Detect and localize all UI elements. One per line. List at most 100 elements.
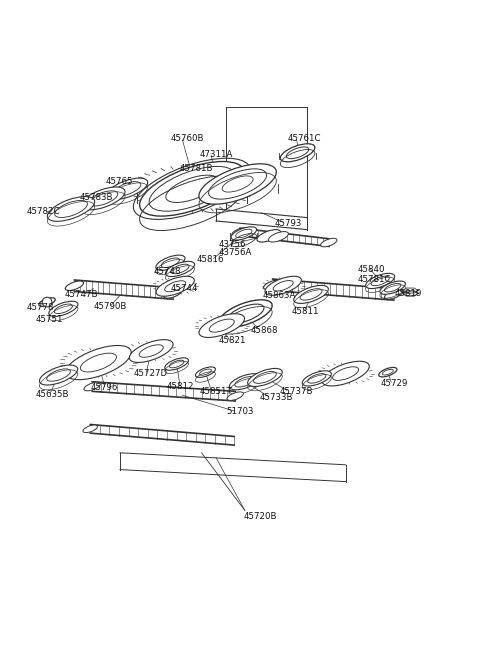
Text: 45751: 45751 (36, 315, 63, 324)
Text: 45737B: 45737B (279, 387, 313, 396)
Text: 45812: 45812 (167, 382, 194, 391)
Text: 45793: 45793 (275, 219, 302, 228)
Text: 45790B: 45790B (94, 302, 127, 311)
Ellipse shape (265, 276, 301, 295)
Ellipse shape (300, 289, 322, 300)
Text: 45816: 45816 (197, 255, 224, 264)
Ellipse shape (371, 276, 389, 286)
Ellipse shape (195, 367, 216, 377)
Text: 45761C: 45761C (288, 134, 322, 143)
Text: 45782C: 45782C (26, 207, 60, 216)
Ellipse shape (333, 367, 359, 380)
Ellipse shape (47, 369, 71, 381)
Text: 45781B: 45781B (180, 164, 214, 173)
Text: 45868: 45868 (251, 326, 278, 335)
Ellipse shape (39, 298, 55, 306)
Ellipse shape (302, 371, 331, 386)
Ellipse shape (156, 276, 194, 297)
Text: 45744: 45744 (170, 284, 198, 293)
Ellipse shape (39, 365, 78, 385)
Ellipse shape (139, 345, 163, 358)
Ellipse shape (219, 300, 272, 327)
Ellipse shape (89, 191, 118, 206)
Text: 45781C: 45781C (358, 275, 391, 283)
Ellipse shape (65, 281, 84, 291)
Ellipse shape (200, 369, 211, 375)
Text: 47311A: 47311A (199, 150, 233, 159)
Ellipse shape (232, 228, 248, 236)
Text: 43756: 43756 (218, 240, 246, 249)
Ellipse shape (321, 238, 337, 247)
Ellipse shape (209, 319, 234, 332)
Ellipse shape (165, 358, 189, 370)
Text: 45765: 45765 (106, 177, 133, 186)
Ellipse shape (199, 314, 244, 337)
Ellipse shape (273, 281, 293, 291)
Text: 43756A: 43756A (218, 248, 252, 256)
Ellipse shape (322, 361, 369, 386)
Text: 45811: 45811 (292, 307, 319, 316)
Text: 45760B: 45760B (170, 134, 204, 143)
Ellipse shape (231, 227, 257, 240)
Ellipse shape (222, 176, 253, 192)
Text: 45796: 45796 (90, 384, 118, 392)
Ellipse shape (366, 274, 395, 289)
Ellipse shape (380, 281, 406, 295)
Ellipse shape (287, 147, 309, 159)
Text: 45727D: 45727D (133, 369, 168, 378)
Circle shape (42, 297, 52, 307)
Ellipse shape (384, 290, 403, 299)
Text: 45863A: 45863A (263, 291, 297, 300)
Ellipse shape (308, 374, 326, 383)
Ellipse shape (166, 261, 194, 277)
Ellipse shape (84, 382, 100, 391)
Ellipse shape (48, 197, 95, 221)
Text: 45748: 45748 (154, 267, 181, 276)
Ellipse shape (294, 285, 328, 304)
Ellipse shape (199, 164, 276, 204)
Ellipse shape (66, 346, 131, 380)
Ellipse shape (80, 353, 117, 372)
Text: 45720B: 45720B (244, 512, 277, 521)
Text: 45840: 45840 (358, 265, 385, 274)
Ellipse shape (268, 232, 288, 242)
Ellipse shape (114, 182, 141, 196)
Ellipse shape (161, 258, 180, 268)
Text: 45851T: 45851T (199, 387, 232, 396)
Ellipse shape (379, 367, 397, 377)
Ellipse shape (156, 255, 185, 270)
Text: 45747B: 45747B (65, 290, 98, 299)
Ellipse shape (264, 280, 282, 289)
Ellipse shape (166, 175, 218, 203)
Ellipse shape (280, 144, 315, 162)
Ellipse shape (253, 371, 276, 383)
Ellipse shape (257, 230, 281, 242)
Ellipse shape (169, 360, 184, 368)
Ellipse shape (384, 283, 401, 292)
Ellipse shape (248, 369, 282, 386)
Ellipse shape (140, 161, 244, 216)
Ellipse shape (54, 304, 72, 314)
Ellipse shape (107, 178, 148, 199)
Ellipse shape (383, 369, 393, 375)
Ellipse shape (235, 377, 255, 387)
Ellipse shape (227, 392, 243, 400)
Text: 45821: 45821 (218, 337, 246, 346)
Ellipse shape (171, 264, 189, 274)
Text: 45819: 45819 (395, 289, 422, 298)
Text: 45729: 45729 (380, 379, 408, 388)
Ellipse shape (55, 201, 87, 218)
Ellipse shape (49, 301, 78, 316)
Text: 45783B: 45783B (79, 193, 113, 202)
Ellipse shape (164, 289, 182, 298)
Text: 45733B: 45733B (259, 393, 293, 402)
Ellipse shape (209, 169, 266, 199)
Ellipse shape (129, 340, 173, 362)
Text: 45635B: 45635B (36, 390, 70, 399)
Ellipse shape (229, 374, 260, 390)
Ellipse shape (83, 425, 97, 432)
Text: 51703: 51703 (227, 407, 254, 417)
Ellipse shape (228, 304, 264, 323)
Ellipse shape (236, 229, 252, 237)
Ellipse shape (149, 167, 235, 211)
